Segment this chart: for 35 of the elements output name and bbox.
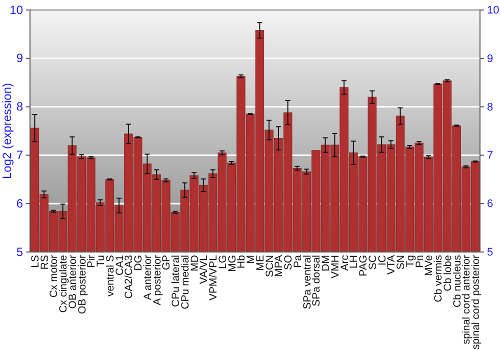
y-tick-label: 5 <box>16 244 24 259</box>
y2-tick-label: 10 <box>487 4 500 17</box>
x-tick-label: Cb lobe <box>442 254 454 292</box>
y-tick-label: 10 <box>10 2 24 17</box>
x-tick-label: RS <box>38 255 51 270</box>
x-tick-label: SC <box>366 254 379 270</box>
x-tick-label: CA1 <box>114 254 126 276</box>
x-tick-label: ventral S <box>104 255 116 296</box>
x-tick-label: A anterior <box>142 254 154 300</box>
x-tick-label: LG <box>216 255 229 270</box>
x-tick-label: LS <box>29 255 42 268</box>
x-tick-label: SCN <box>264 255 276 278</box>
x-tick-label: A posterior <box>151 254 164 306</box>
y-tick-label: 6 <box>16 196 24 210</box>
y2-tick-label: 6 <box>487 198 494 210</box>
y2-tick-label: 7 <box>487 150 494 162</box>
y-tick-label: 7 <box>16 148 24 162</box>
x-tick-label: MD <box>188 254 201 272</box>
y-tick-label: 9 <box>16 51 24 66</box>
y-tick-label: 8 <box>16 100 24 114</box>
x-tick-label: IC <box>376 254 388 266</box>
x-tick-label: OB posterior <box>76 254 88 314</box>
x-tick-label: Cb nucleus <box>451 255 464 308</box>
x-tick-label: CPu medial <box>179 255 192 310</box>
x-tick-label: Pa <box>292 254 304 268</box>
x-tick-label: ME <box>254 255 266 271</box>
y2-tick-label: 9 <box>487 52 494 65</box>
y-axis-title: Log2 (expression) <box>0 82 14 180</box>
x-tick-label: Arc <box>338 255 351 271</box>
x-tick-label: Tg <box>404 254 416 268</box>
x-tick-label: Cx cingulate <box>57 254 70 313</box>
x-tick-label: VMH <box>329 255 342 278</box>
y2-tick-label: 5 <box>487 246 494 259</box>
x-tick-label: OB anterior <box>66 254 79 309</box>
y2-tick-label: 8 <box>487 101 494 114</box>
